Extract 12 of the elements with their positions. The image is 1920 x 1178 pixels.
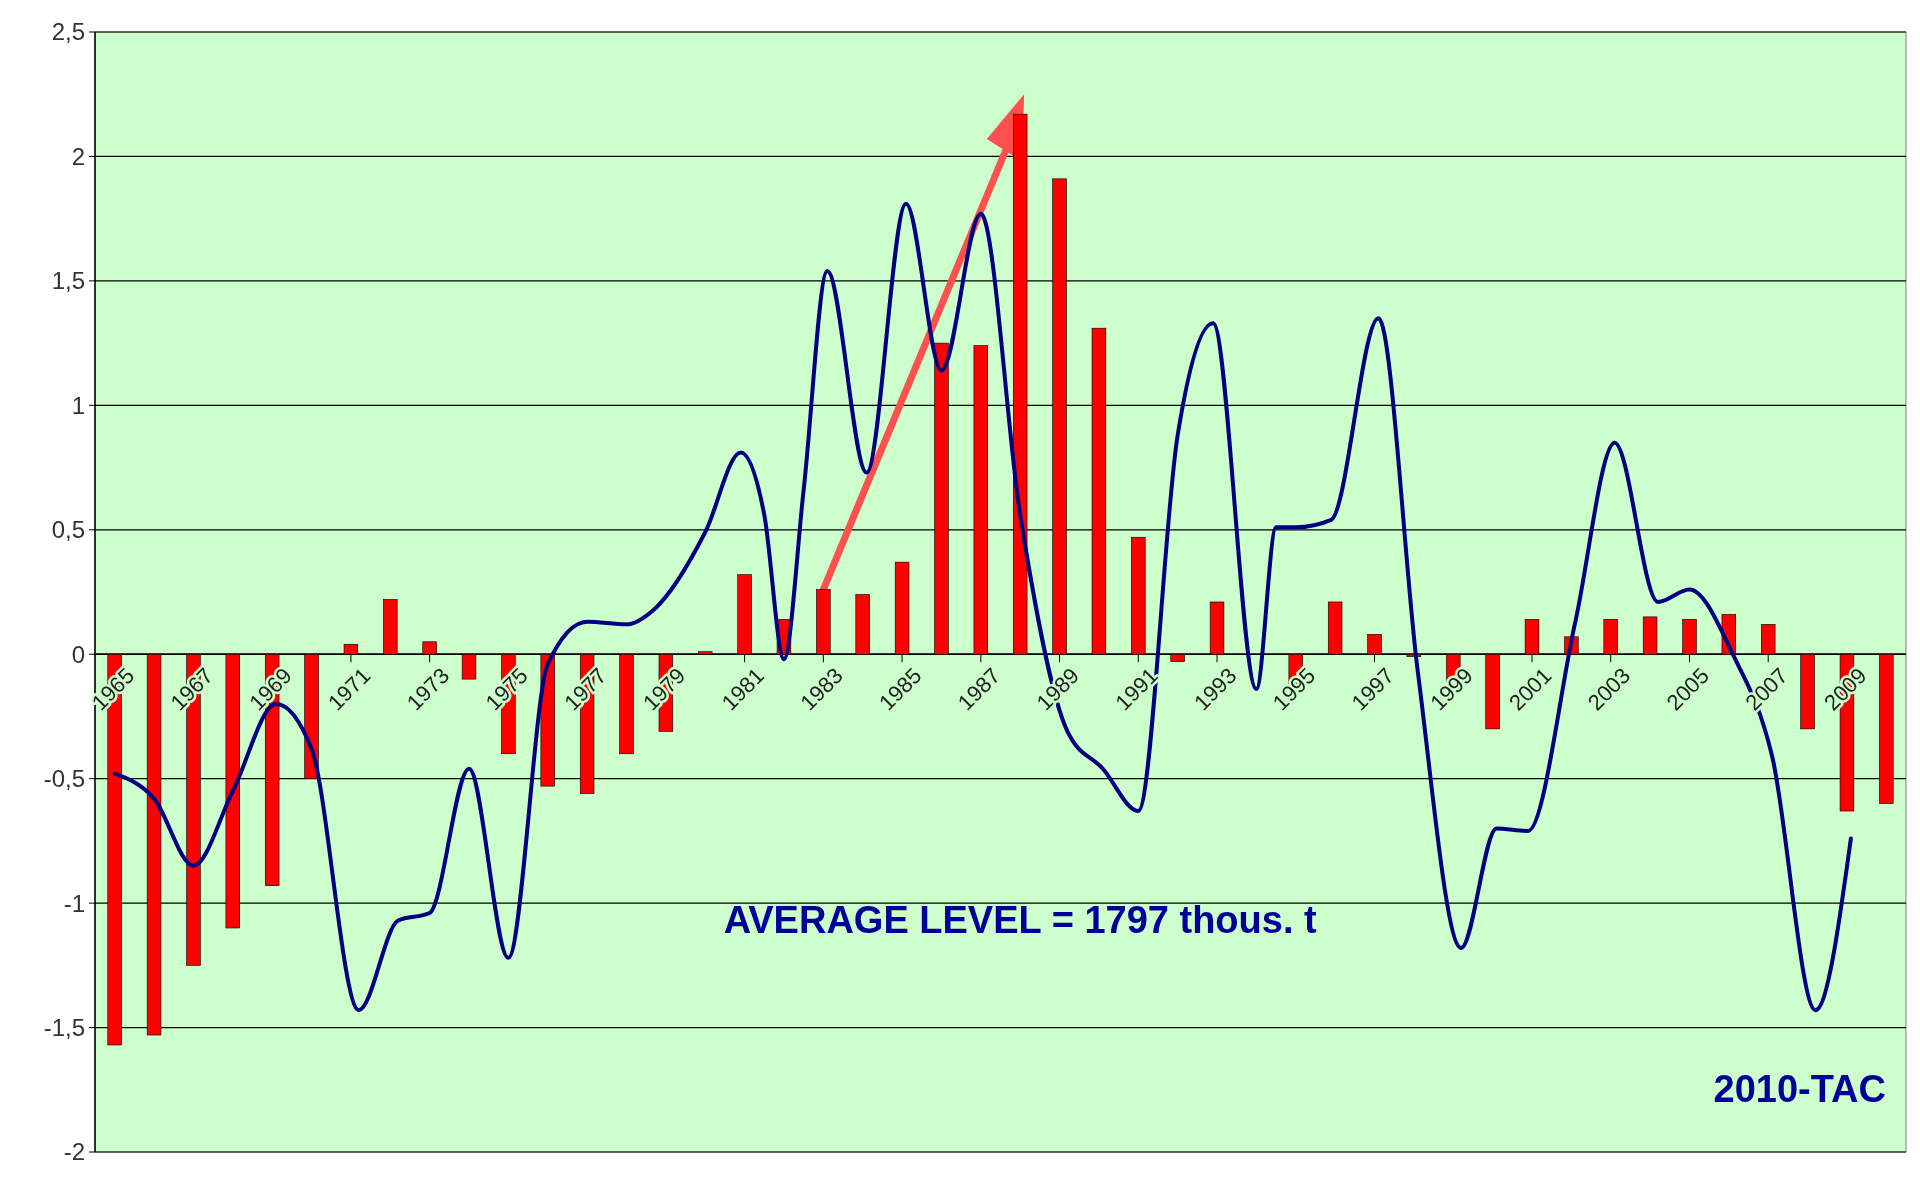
y-tick-label: -2 [63, 1138, 85, 1166]
y-tick-label: 2 [71, 142, 85, 170]
y-tick-label: 0 [71, 640, 85, 668]
y-tick-label: 1,5 [51, 267, 85, 295]
y-tick-label: -1 [63, 889, 85, 917]
y-tick-label: -0,5 [43, 765, 85, 793]
y-tick-label: 0,5 [51, 516, 85, 544]
annotation: 2010-TAC [1713, 1068, 1886, 1111]
annotation: AVERAGE LEVEL = 1797 thous. t [723, 898, 1318, 941]
y-tick-label: 2,5 [51, 18, 85, 46]
y-tick-label: 1 [71, 391, 85, 419]
y-tick-label: -1,5 [43, 1013, 85, 1041]
